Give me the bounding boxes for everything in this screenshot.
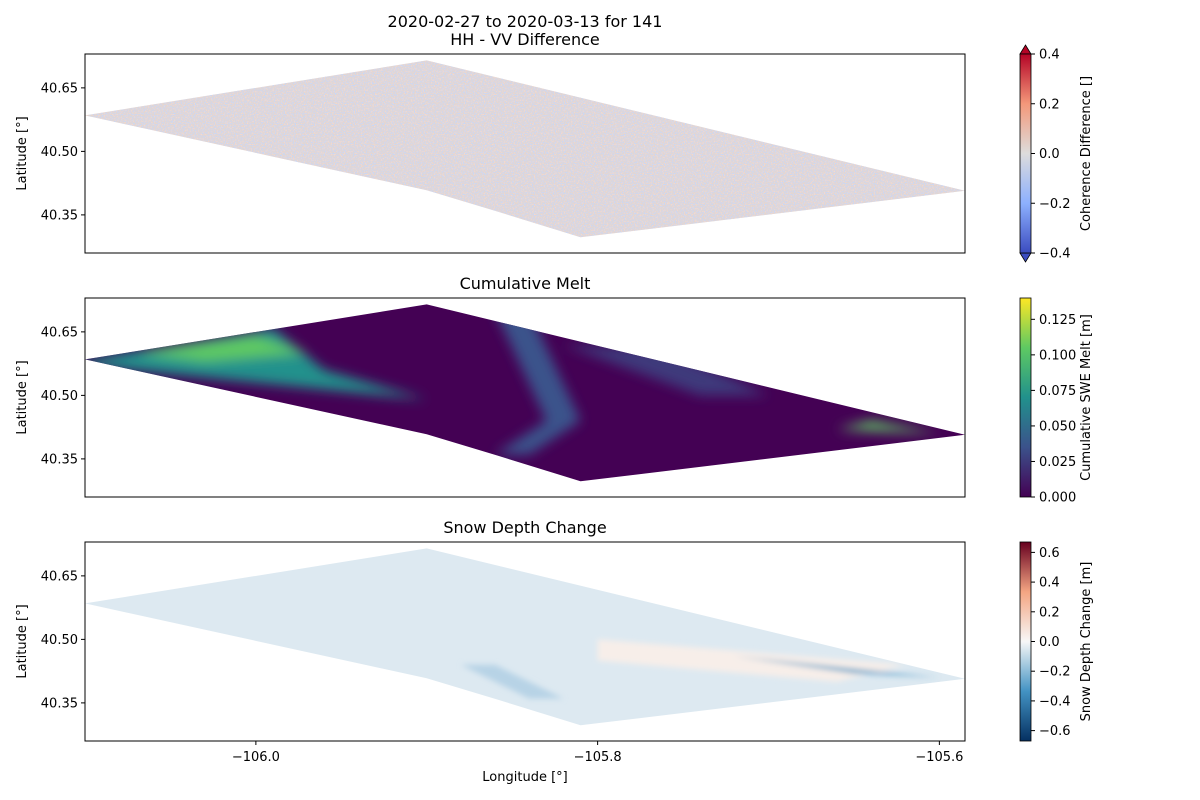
- colorbar: 0.000 0.025 0.050 0.075 0.100 0.125 Cumulative…: [1019, 297, 1094, 506]
- y-tick-label: 40.35: [41, 452, 78, 467]
- colorbar-tick-label: −0.2: [1039, 197, 1071, 212]
- colorbar-extend-max: [1019, 44, 1032, 55]
- colorbar-tick-label: 0.075: [1039, 384, 1076, 399]
- x-tick-label: −106.0: [232, 750, 280, 765]
- colorbar-tick-label: 0.0: [1039, 635, 1060, 650]
- panel-hh-vv-difference: 40.35 40.50 40.65 Latitude [°] −0.4 −0.2 0.0 0.…: [15, 44, 1094, 263]
- raster-footprint: [85, 60, 965, 238]
- colorbar-label: Cumulative SWE Melt [m]: [1079, 314, 1094, 481]
- colorbar-tick-label: 0.000: [1039, 491, 1076, 506]
- colorbar-gradient: [1019, 53, 1032, 254]
- raster-footprint: [85, 548, 965, 726]
- colorbar-tick-label: 0.2: [1039, 97, 1060, 112]
- colorbar: −0.4 −0.2 0.0 0.2 0.4 Coherence Difference []: [1019, 44, 1094, 263]
- colorbar-tick-label: 0.050: [1039, 419, 1076, 434]
- colorbar-tick-label: 0.4: [1039, 576, 1060, 591]
- raster-footprint: [85, 304, 965, 482]
- panel-title-cumulative-melt: Cumulative Melt: [460, 274, 591, 293]
- colorbar-gradient: [1019, 297, 1032, 498]
- y-tick-label: 40.50: [41, 145, 78, 160]
- y-tick-label: 40.50: [41, 633, 78, 648]
- panel-snow-depth-change: 40.35 40.50 40.65 Latitude [°] −106.0 −105.8 −…: [15, 541, 1094, 765]
- colorbar-tick-label: 0.100: [1039, 348, 1076, 363]
- y-tick-label: 40.65: [41, 569, 78, 584]
- panel-title-hh-vv: HH - VV Difference: [450, 30, 599, 49]
- colorbar-gradient: [1019, 541, 1032, 742]
- colorbar-tick-label: −0.2: [1039, 665, 1071, 680]
- y-axis-label: Latitude [°]: [15, 360, 30, 434]
- y-tick-label: 40.50: [41, 389, 78, 404]
- colorbar-tick-label: 0.0: [1039, 147, 1060, 162]
- panel-title-snow-depth-change: Snow Depth Change: [443, 518, 606, 537]
- y-tick-label: 40.35: [41, 208, 78, 223]
- x-axis-label: Longitude [°]: [482, 770, 567, 785]
- figure-title-line1: 2020-02-27 to 2020-03-13 for 141: [388, 12, 663, 31]
- axes-frame: [84, 297, 966, 498]
- y-axis-label: Latitude [°]: [15, 116, 30, 190]
- colorbar-label: Coherence Difference []: [1079, 76, 1094, 231]
- colorbar-label: Snow Depth Change [m]: [1079, 562, 1094, 722]
- colorbar-tick-label: 0.025: [1039, 455, 1076, 470]
- y-tick-label: 40.65: [41, 81, 78, 96]
- y-axis-label: Latitude [°]: [15, 604, 30, 678]
- colorbar-tick-label: 0.125: [1039, 313, 1076, 328]
- y-tick-label: 40.65: [41, 325, 78, 340]
- axes-frame: [84, 541, 966, 742]
- colorbar-extend-min: [1019, 252, 1032, 263]
- axes-frame: [84, 53, 966, 254]
- y-tick-label: 40.35: [41, 696, 78, 711]
- colorbar: −0.6 −0.4 −0.2 0.0 0.2 0.4 0.6 Snow Depth Chang…: [1019, 541, 1094, 742]
- x-tick-label: −105.6: [915, 750, 963, 765]
- x-tick-label: −105.8: [574, 750, 622, 765]
- colorbar-tick-label: −0.4: [1039, 247, 1071, 262]
- colorbar-tick-label: −0.6: [1039, 724, 1071, 739]
- colorbar-tick-label: 0.2: [1039, 605, 1060, 620]
- colorbar-tick-label: 0.4: [1039, 48, 1060, 63]
- colorbar-tick-label: −0.4: [1039, 694, 1071, 709]
- colorbar-tick-label: 0.6: [1039, 546, 1060, 561]
